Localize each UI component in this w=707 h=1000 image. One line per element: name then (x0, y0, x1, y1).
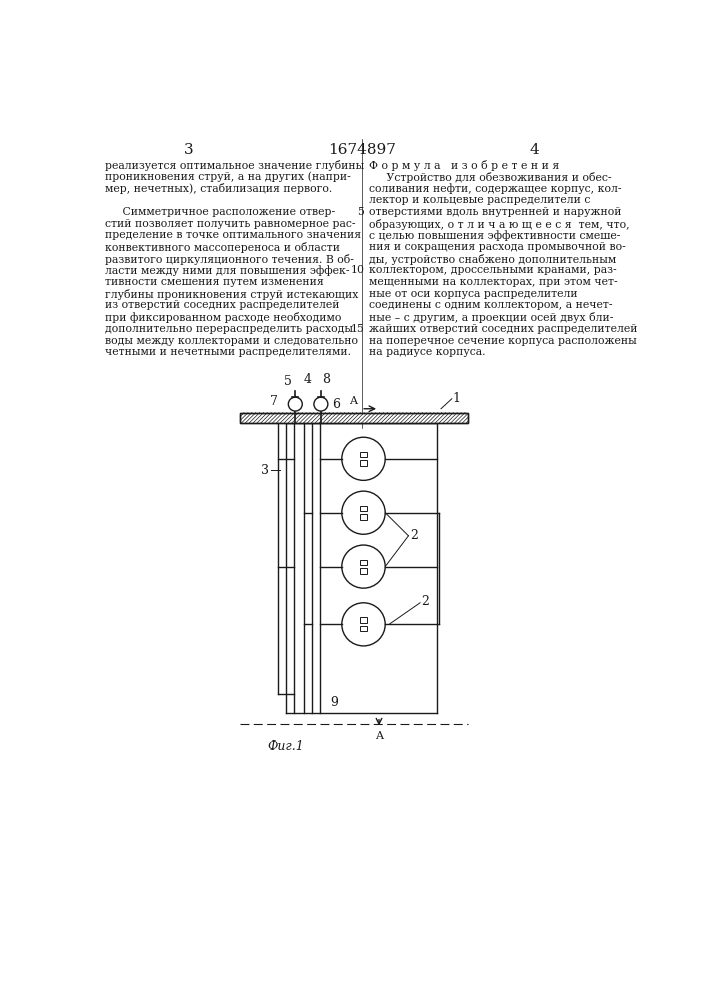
Text: на поперечное сечение корпуса расположены: на поперечное сечение корпуса расположен… (369, 336, 637, 346)
Text: воды между коллекторами и следовательно: воды между коллекторами и следовательно (105, 336, 358, 346)
Circle shape (288, 397, 303, 411)
Text: тивности смешения путем изменения: тивности смешения путем изменения (105, 277, 325, 287)
Bar (360, 617, 367, 623)
Bar (360, 452, 367, 457)
Text: 4: 4 (304, 373, 312, 386)
Bar (360, 514, 367, 520)
Bar (240, 413, 468, 423)
Text: 15: 15 (351, 324, 364, 334)
Bar (360, 560, 367, 565)
Text: 3: 3 (261, 464, 269, 477)
Text: соливания нефти, содержащее корпус, кол-: соливания нефти, содержащее корпус, кол- (369, 183, 621, 194)
Text: 2: 2 (410, 529, 418, 542)
Text: мещенными на коллекторах, при этом чет-: мещенными на коллекторах, при этом чет- (369, 277, 617, 287)
Text: 5: 5 (284, 375, 291, 388)
Text: 9: 9 (330, 696, 338, 709)
Text: проникновения струй, а на других (напри-: проникновения струй, а на других (напри- (105, 172, 351, 182)
Text: 8: 8 (322, 373, 330, 386)
Text: жайших отверстий соседних распределителей: жайших отверстий соседних распределителе… (369, 324, 638, 334)
Text: на радиусе корпуса.: на радиусе корпуса. (369, 347, 486, 357)
Text: 1674897: 1674897 (328, 143, 396, 157)
Text: с целью повышения эффективности смеше-: с целью повышения эффективности смеше- (369, 230, 620, 241)
Text: Фиг.1: Фиг.1 (268, 740, 305, 753)
Text: ласти между ними для повышения эффек-: ласти между ними для повышения эффек- (105, 265, 350, 276)
Text: A: A (349, 396, 357, 406)
Circle shape (341, 491, 385, 534)
Text: развитого циркуляционного течения. В об-: развитого циркуляционного течения. В об- (105, 254, 354, 265)
Text: A: A (375, 731, 383, 741)
Text: Ф о р м у л а   и з о б р е т е н и я: Ф о р м у л а и з о б р е т е н и я (369, 160, 559, 171)
Text: 4: 4 (529, 143, 539, 157)
Text: ды, устройство снабжено дополнительным: ды, устройство снабжено дополнительным (369, 254, 617, 265)
Bar (360, 626, 367, 631)
Text: 1: 1 (452, 392, 461, 405)
Text: ные от оси корпуса распределители: ные от оси корпуса распределители (369, 289, 578, 299)
Text: глубины проникновения струй истекающих: глубины проникновения струй истекающих (105, 289, 358, 300)
Text: образующих, о т л и ч а ю щ е е с я  тем, что,: образующих, о т л и ч а ю щ е е с я тем,… (369, 219, 629, 230)
Text: 10: 10 (350, 265, 364, 275)
Text: мер, нечетных), стабилизация первого.: мер, нечетных), стабилизация первого. (105, 183, 333, 194)
Text: конвективного массопереноса и области: конвективного массопереноса и области (105, 242, 341, 253)
Circle shape (341, 545, 385, 588)
Bar (360, 568, 367, 574)
Text: четными и нечетными распределителями.: четными и нечетными распределителями. (105, 347, 351, 357)
Text: ные – с другим, а проекции осей двух бли-: ные – с другим, а проекции осей двух бли… (369, 312, 613, 323)
Text: 5: 5 (358, 207, 364, 217)
Text: коллектором, дроссельными кранами, раз-: коллектором, дроссельными кранами, раз- (369, 265, 617, 275)
Text: стий позволяет получить равномерное рас-: стий позволяет получить равномерное рас- (105, 219, 356, 229)
Text: из отверстий соседних распределителей: из отверстий соседних распределителей (105, 300, 340, 310)
Text: 7: 7 (270, 395, 279, 408)
Text: 6: 6 (332, 398, 340, 411)
Bar (360, 506, 367, 511)
Text: 3: 3 (185, 143, 194, 157)
Text: пределение в точке оптимального значения: пределение в точке оптимального значения (105, 230, 361, 240)
Text: Симметричное расположение отвер-: Симметричное расположение отвер- (105, 207, 336, 217)
Text: ния и сокращения расхода промывочной во-: ния и сокращения расхода промывочной во- (369, 242, 626, 252)
Circle shape (314, 397, 328, 411)
Circle shape (341, 603, 385, 646)
Text: 2: 2 (421, 595, 429, 608)
Text: при фиксированном расходе необходимо: при фиксированном расходе необходимо (105, 312, 341, 323)
Circle shape (341, 437, 385, 480)
Text: соединены с одним коллектором, а нечет-: соединены с одним коллектором, а нечет- (369, 300, 612, 310)
Text: отверстиями вдоль внутренней и наружной: отверстиями вдоль внутренней и наружной (369, 207, 621, 217)
Text: лектор и кольцевые распределители с: лектор и кольцевые распределители с (369, 195, 590, 205)
Bar (240, 413, 468, 423)
Bar (360, 460, 367, 466)
Text: дополнительно перераспределить расходы: дополнительно перераспределить расходы (105, 324, 354, 334)
Text: Устройство для обезвоживания и обес-: Устройство для обезвоживания и обес- (369, 172, 612, 183)
Text: реализуется оптимальное значение глубины: реализуется оптимальное значение глубины (105, 160, 365, 171)
